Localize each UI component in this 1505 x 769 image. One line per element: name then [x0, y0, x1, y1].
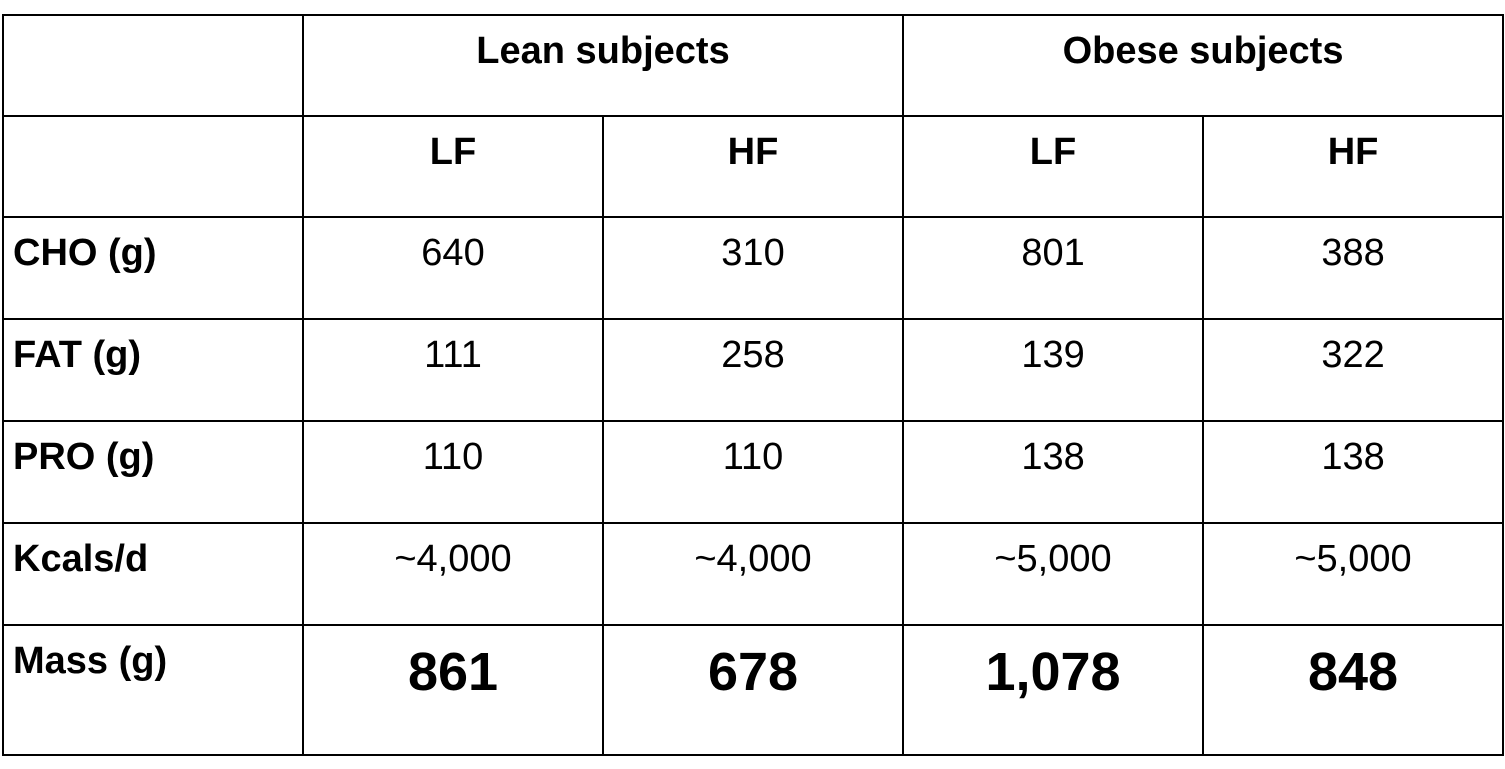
header-row: Lean subjects Obese subjects [2, 14, 1505, 117]
row-label: Mass (g) [2, 624, 304, 756]
cell-value: 111 [302, 318, 604, 422]
data-row: Kcals/d ~4,000 ~4,000 ~5,000 ~5,000 [2, 522, 1505, 626]
diet-header: LF [302, 115, 604, 218]
data-row: Mass (g) 861 678 1,078 848 [2, 624, 1505, 756]
data-row: FAT (g) 111 258 139 322 [2, 318, 1505, 422]
cell-value: 388 [1202, 216, 1505, 320]
group-header: Obese subjects [902, 14, 1505, 117]
group-header: Lean subjects [301, 14, 905, 117]
cell-value: 678 [601, 624, 905, 756]
nutrition-table: Lean subjects Obese subjects LF HF LF HF CHO (… [2, 14, 1505, 756]
cell-value: 322 [1202, 318, 1505, 422]
cell-value: 110 [302, 420, 604, 524]
cell-value: 138 [1202, 420, 1505, 524]
row-label: Kcals/d [2, 522, 304, 626]
diet-header: LF [902, 115, 1205, 218]
row-label: PRO (g) [2, 420, 304, 524]
empty-cell [2, 115, 304, 218]
row-label: FAT (g) [2, 318, 304, 422]
empty-cell [2, 14, 304, 117]
cell-value: ~5,000 [902, 522, 1205, 626]
cell-value: ~5,000 [1202, 522, 1505, 626]
cell-value: 139 [902, 318, 1205, 422]
diet-header: HF [601, 115, 905, 218]
cell-value: ~4,000 [601, 522, 905, 626]
cell-value: 848 [1202, 624, 1505, 756]
cell-value: 861 [302, 624, 604, 756]
data-row: PRO (g) 110 110 138 138 [2, 420, 1505, 524]
table-body: Lean subjects Obese subjects LF HF LF HF CHO (… [2, 14, 1505, 756]
cell-value: 640 [302, 216, 604, 320]
cell-value: 1,078 [902, 624, 1205, 756]
subheader-row: LF HF LF HF [2, 115, 1505, 218]
cell-value: 801 [902, 216, 1205, 320]
row-label: CHO (g) [2, 216, 304, 320]
diet-header: HF [1202, 115, 1505, 218]
cell-value: ~4,000 [302, 522, 604, 626]
cell-value: 310 [601, 216, 905, 320]
cell-value: 110 [601, 420, 905, 524]
cell-value: 258 [601, 318, 905, 422]
data-row: CHO (g) 640 310 801 388 [2, 216, 1505, 320]
cell-value: 138 [902, 420, 1205, 524]
